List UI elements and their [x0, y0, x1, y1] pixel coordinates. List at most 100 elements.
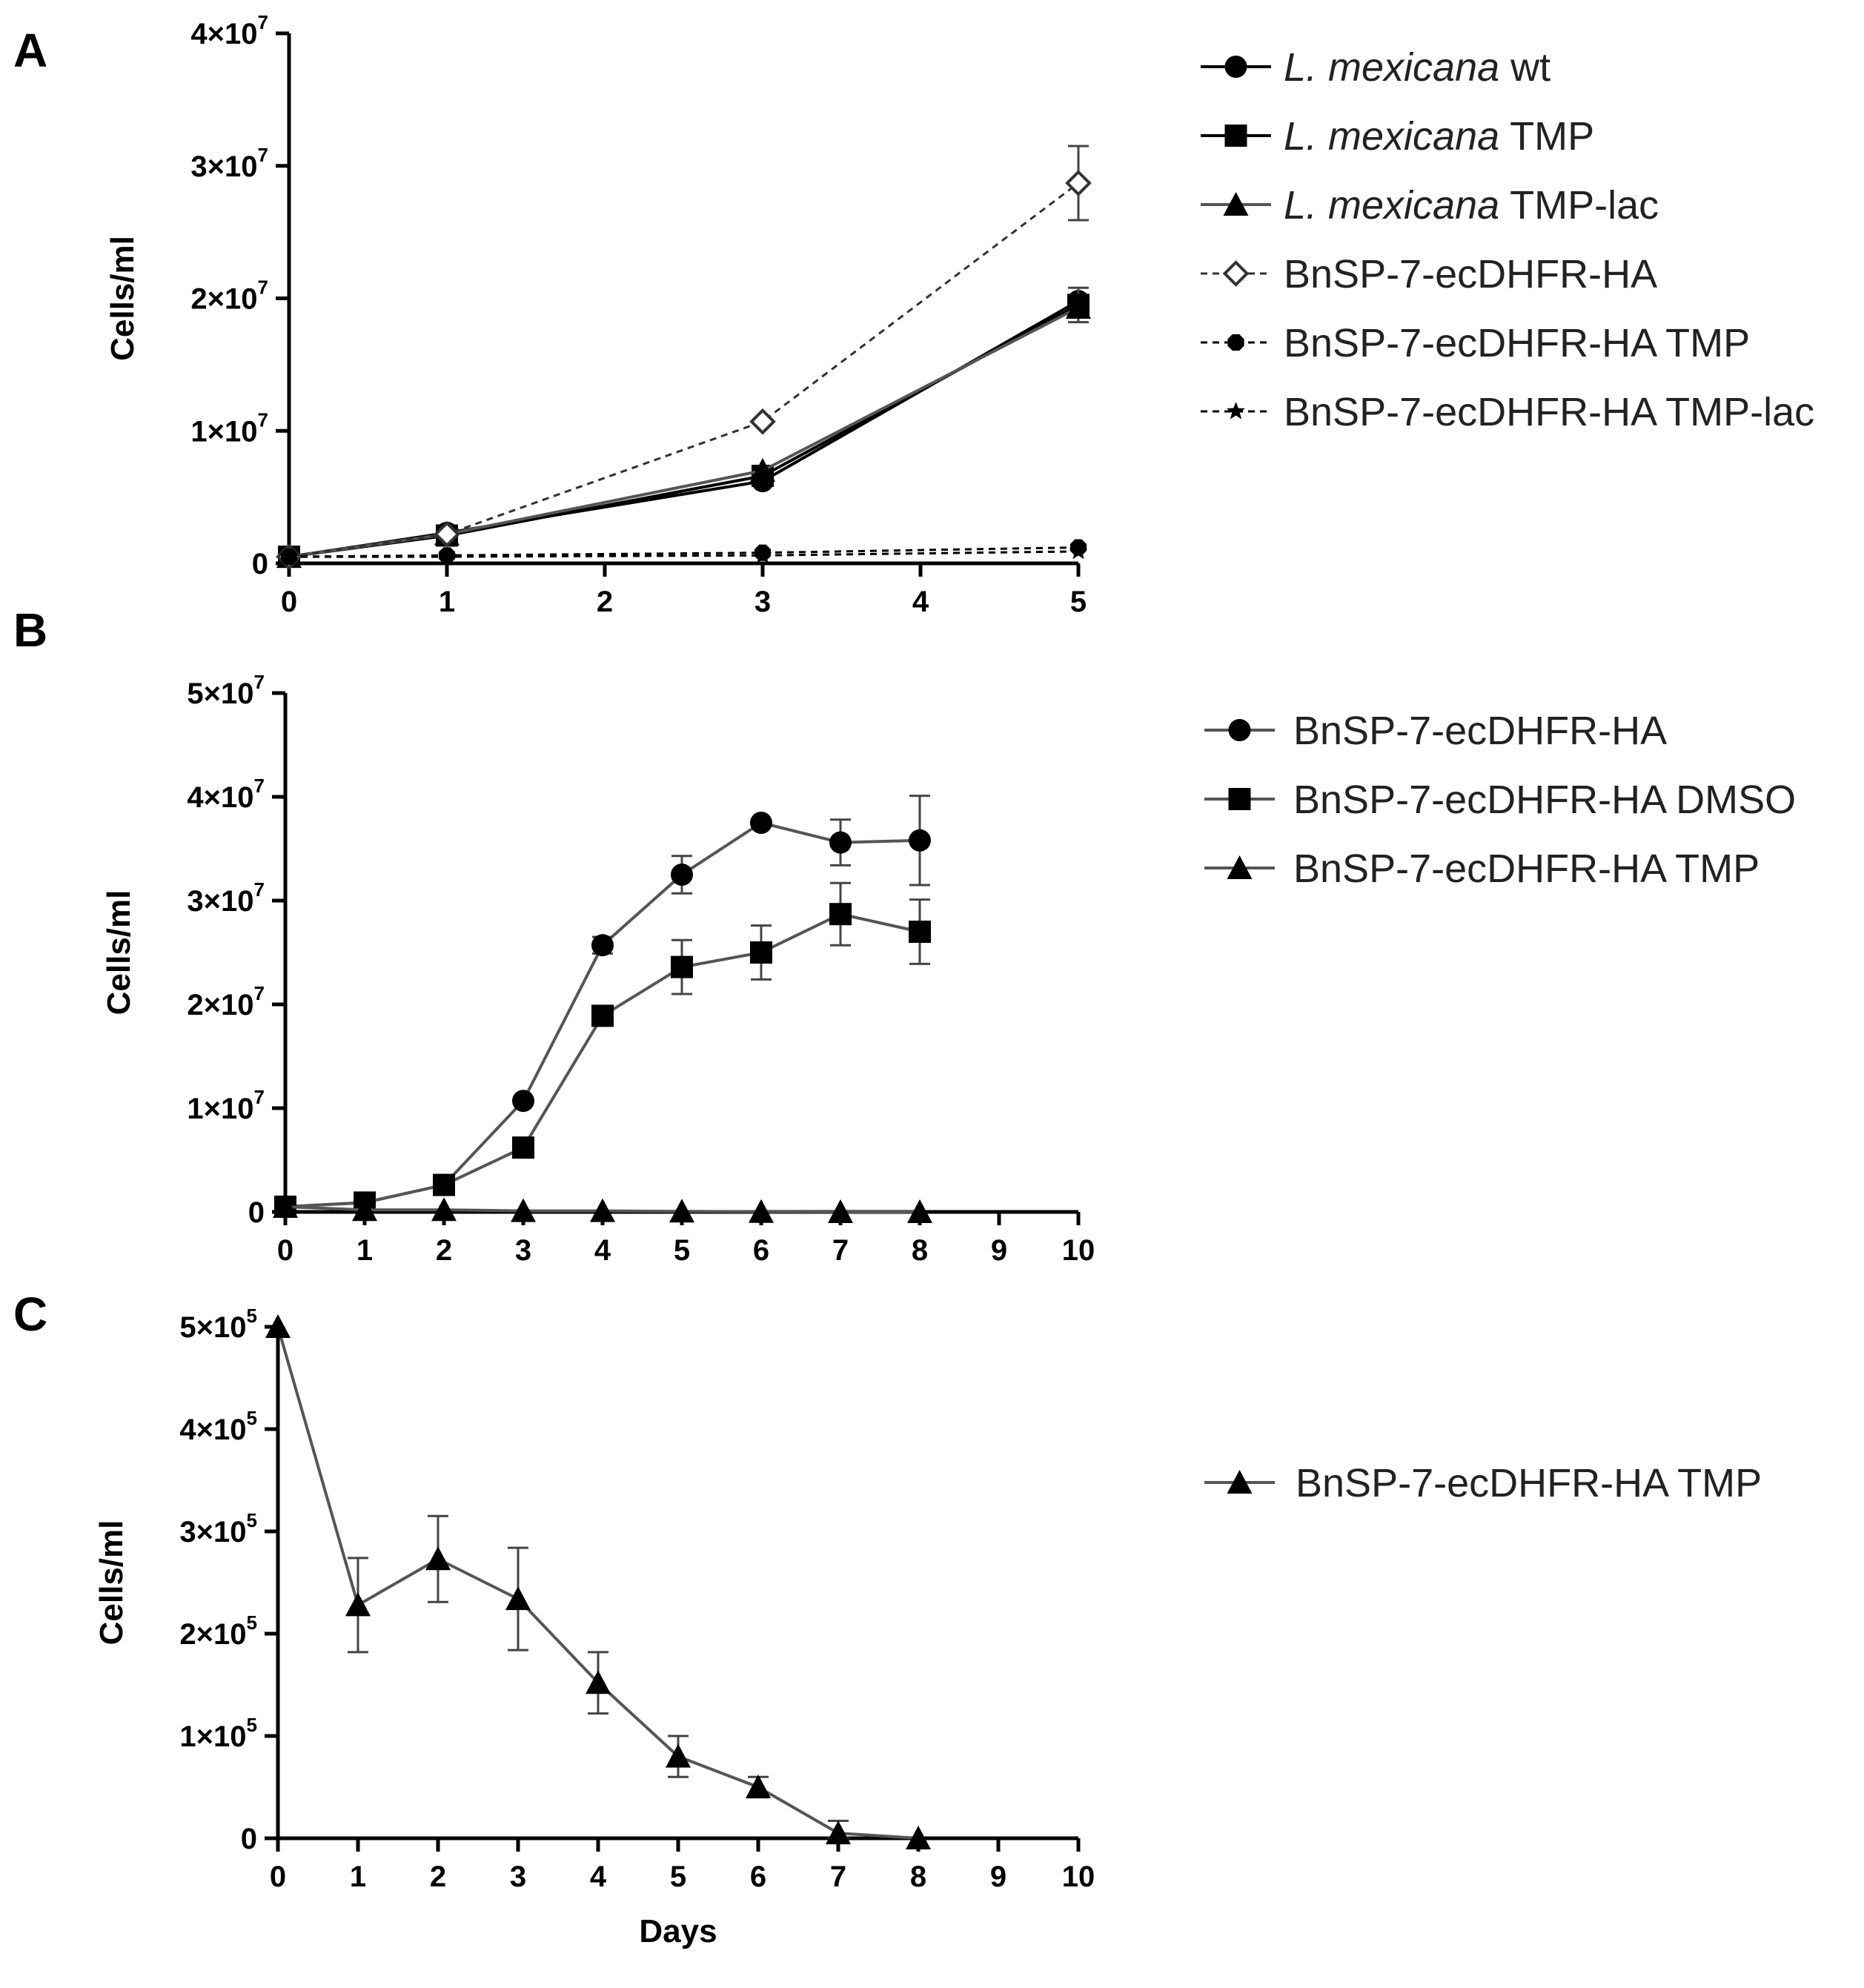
- legend-label-italic: L. mexicana: [1284, 45, 1499, 90]
- x-tick-label: 0: [277, 1234, 293, 1267]
- legend-marker: [1224, 56, 1247, 78]
- legend-label: BnSP-7-ecDHFR-HA: [1284, 252, 1657, 296]
- x-tick-label: 2: [597, 586, 613, 618]
- x-tick-label: 7: [832, 1234, 849, 1267]
- x-tick-label: 6: [750, 1861, 766, 1893]
- y-tick-label: 1×107: [187, 1086, 265, 1125]
- data-point: [750, 941, 772, 964]
- x-tick-label: 3: [510, 1861, 526, 1893]
- data-point: [750, 812, 772, 834]
- legend-item: BnSP-7-ecDHFR-HA TMP-lac: [1201, 390, 1814, 434]
- y-tick-exponent: 5: [247, 1407, 257, 1429]
- series-line: [289, 550, 1079, 558]
- data-point: [671, 955, 693, 978]
- data-point: [591, 934, 614, 957]
- panel-label: B: [13, 603, 47, 657]
- x-tick-label: 4: [590, 1861, 607, 1893]
- data-point: [352, 1197, 377, 1222]
- legend-label: L. mexicana wt: [1284, 45, 1550, 90]
- x-tick-label: 2: [436, 1234, 452, 1267]
- y-axis-label: Cells/ml: [93, 1520, 130, 1646]
- panel-b: B 0 1×107 2×107 3×107 4×107 5×107 0 1 2 3 4 5 6 7 8 9 10 C…: [13, 603, 1796, 1267]
- legend-marker: [1227, 1470, 1253, 1494]
- legend-label-italic: L. mexicana: [1284, 114, 1499, 159]
- y-tick-exponent: 5: [247, 1509, 257, 1531]
- data-point: [591, 1004, 614, 1027]
- data-point: [425, 1546, 451, 1571]
- data-point: [265, 1314, 291, 1338]
- legend-item: BnSP-7-ecDHFR-HA TMP: [1204, 1461, 1762, 1505]
- data-point: [1066, 295, 1091, 319]
- data-point: [907, 1199, 932, 1223]
- data-point: [512, 1090, 534, 1113]
- data-point: [512, 1136, 534, 1159]
- legend-label: BnSP-7-ecDHFR-HA TMP-lac: [1284, 390, 1814, 434]
- y-tick-label: 5×107: [187, 671, 265, 710]
- x-tick-label: 1: [439, 586, 455, 618]
- legend-marker: [1227, 855, 1253, 879]
- series-0: [265, 1314, 931, 1849]
- y-tick-label: 1×107: [190, 408, 268, 448]
- legend-marker: [1227, 402, 1245, 420]
- x-tick-label: 0: [270, 1861, 286, 1893]
- y-tick-label: 3×105: [179, 1509, 257, 1548]
- data-point: [671, 864, 693, 886]
- legend-label: L. mexicana TMP-lac: [1284, 183, 1659, 228]
- data-point: [829, 831, 852, 854]
- legend-item: BnSP-7-ecDHFR-HA TMP: [1204, 846, 1759, 891]
- series-line: [288, 306, 1079, 559]
- y-tick-exponent: 7: [258, 276, 268, 299]
- series-line: [285, 912, 921, 1208]
- series-line: [288, 299, 1079, 559]
- legend-label: BnSP-7-ecDHFR-HA DMSO: [1293, 778, 1796, 822]
- y-tick-exponent: 7: [258, 408, 268, 431]
- data-point: [906, 1826, 931, 1849]
- x-tick-label: 8: [910, 1861, 926, 1893]
- y-tick-label: 2×105: [179, 1611, 257, 1651]
- x-tick-label: 10: [1062, 1234, 1095, 1267]
- y-tick-exponent: 7: [254, 1086, 265, 1108]
- x-tick-label: 9: [991, 1234, 1007, 1267]
- data-point: [753, 546, 772, 563]
- data-point: [750, 457, 775, 482]
- x-tick-label: 5: [670, 1861, 686, 1893]
- x-tick-label: 7: [830, 1861, 846, 1893]
- y-tick-label: 3×107: [190, 144, 268, 183]
- data-point: [437, 547, 457, 565]
- data-point: [669, 1199, 694, 1223]
- legend-label: BnSP-7-ecDHFR-HA: [1293, 709, 1667, 753]
- data-point: [505, 1586, 531, 1611]
- data-point: [273, 1194, 298, 1218]
- data-point: [586, 1670, 611, 1694]
- legend-item: L. mexicana TMP: [1201, 114, 1594, 159]
- panel-c: C 0 1×105 2×105 3×105 4×105 5×105 0 1 2 3 4 5 6 7 8 9 10 C…: [13, 1288, 1762, 1949]
- data-point: [433, 1173, 455, 1196]
- y-tick-exponent: 5: [247, 1714, 257, 1736]
- panel-a: A 0 1×107 2×107 3×107 4×107 0 1 2 3 4 5 Cells/ml L. m…: [13, 11, 1814, 618]
- x-tick-label: 8: [912, 1234, 928, 1267]
- y-tick-label: 4×107: [187, 775, 265, 814]
- data-point: [829, 903, 852, 926]
- x-tick-label: 1: [350, 1861, 366, 1893]
- series-5: [279, 541, 1088, 565]
- x-tick-label: 3: [754, 586, 771, 618]
- legend-item: BnSP-7-ecDHFR-HA DMSO: [1204, 778, 1796, 822]
- x-tick-label: 9: [990, 1861, 1006, 1893]
- legend-item: BnSP-7-ecDHFR-HA TMP: [1201, 321, 1750, 365]
- legend-label: L. mexicana TMP: [1284, 114, 1594, 159]
- legend-item: BnSP-7-ecDHFR-HA: [1204, 709, 1667, 753]
- series-2: [276, 295, 1091, 569]
- x-tick-label: 2: [430, 1861, 446, 1893]
- y-tick-label: 2×107: [190, 276, 268, 316]
- panel-label: A: [13, 24, 47, 77]
- y-tick-exponent: 7: [254, 982, 265, 1004]
- y-tick-label: 3×107: [187, 878, 265, 918]
- data-point: [749, 1199, 774, 1223]
- x-tick-label: 1: [356, 1234, 373, 1267]
- y-tick-exponent: 5: [247, 1305, 257, 1327]
- legend-marker: [1228, 719, 1251, 741]
- data-point: [909, 829, 931, 852]
- y-axis-label: Cells/ml: [101, 890, 137, 1015]
- series-2: [273, 1194, 932, 1223]
